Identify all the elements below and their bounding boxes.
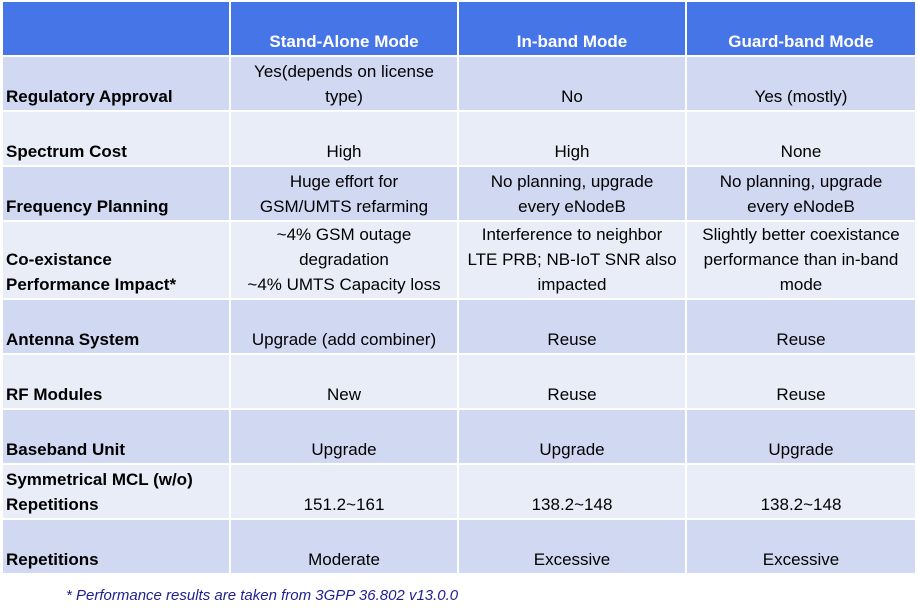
- table-cell: Excessive: [459, 520, 685, 573]
- table-cell: Moderate: [231, 520, 457, 573]
- table-cell: None: [687, 112, 915, 165]
- table-cell: Upgrade: [231, 410, 457, 463]
- table-cell: High: [459, 112, 685, 165]
- table-cell: Reuse: [687, 300, 915, 353]
- table-cell: Upgrade: [687, 410, 915, 463]
- row-label-spectrum-cost: Spectrum Cost: [3, 112, 229, 165]
- table-cell: Slightly better coexistance performance …: [687, 222, 915, 298]
- row-label-frequency-planning: Frequency Planning: [3, 167, 229, 220]
- table-cell: 138.2~148: [459, 465, 685, 518]
- table-cell: New: [231, 355, 457, 408]
- table-cell: Huge effort for GSM/UMTS refarming: [231, 167, 457, 220]
- row-label-rf-modules: RF Modules: [3, 355, 229, 408]
- header-in-band: In-band Mode: [459, 2, 685, 55]
- table-cell: Excessive: [687, 520, 915, 573]
- table-cell: Yes(depends on license type): [231, 57, 457, 110]
- row-label-antenna-system: Antenna System: [3, 300, 229, 353]
- table-cell: Reuse: [459, 300, 685, 353]
- table-cell: 138.2~148: [687, 465, 915, 518]
- table-cell: ~4% GSM outage degradation ~4% UMTS Capa…: [231, 222, 457, 298]
- table-cell: Upgrade: [459, 410, 685, 463]
- table-cell: No planning, upgrade every eNodeB: [459, 167, 685, 220]
- table-cell: Reuse: [459, 355, 685, 408]
- table-cell: Reuse: [687, 355, 915, 408]
- row-label-coexistance-impact: Co-existance Performance Impact*: [3, 222, 229, 298]
- table-cell: 151.2~161: [231, 465, 457, 518]
- row-label-symmetrical-mcl: Symmetrical MCL (w/o) Repetitions: [3, 465, 229, 518]
- comparison-table: Stand-Alone Mode In-band Mode Guard-band…: [3, 2, 915, 581]
- header-stand-alone: Stand-Alone Mode: [231, 2, 457, 55]
- table-cell: Upgrade (add combiner): [231, 300, 457, 353]
- header-corner: [3, 2, 229, 55]
- header-guard-band: Guard-band Mode: [687, 2, 915, 55]
- footnote: * Performance results are taken from 3GP…: [66, 587, 459, 604]
- table-cell: Yes (mostly): [687, 57, 915, 110]
- row-label-regulatory-approval: Regulatory Approval: [3, 57, 229, 110]
- row-label-repetitions: Repetitions: [3, 520, 229, 573]
- table-cell: High: [231, 112, 457, 165]
- table-cell: Interference to neighbor LTE PRB; NB-IoT…: [459, 222, 685, 298]
- row-label-baseband-unit: Baseband Unit: [3, 410, 229, 463]
- table-cell: No planning, upgrade every eNodeB: [687, 167, 915, 220]
- table-cell: No: [459, 57, 685, 110]
